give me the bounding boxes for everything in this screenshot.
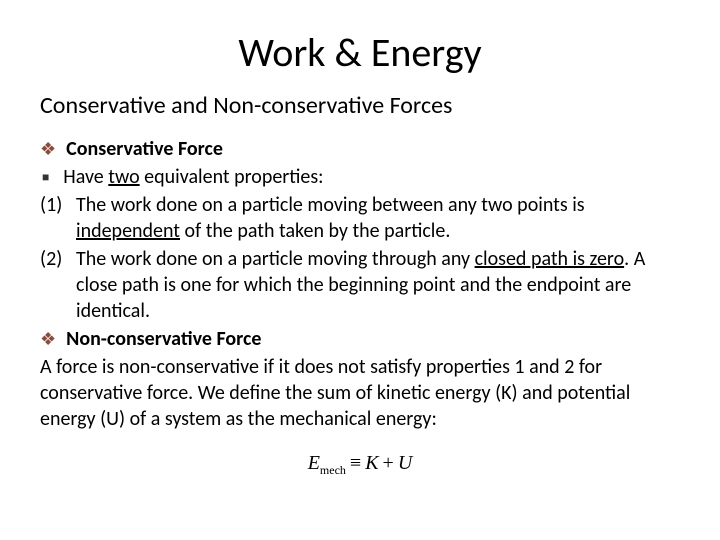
section1-heading-row: ❖ Conservative Force xyxy=(40,136,680,162)
section1-intro-row: ■ Have two equivalent properties: xyxy=(40,164,680,190)
section1-item1-underline: independent xyxy=(76,219,180,243)
section1-intro-before: Have xyxy=(63,165,108,189)
equation-lhs: E xyxy=(308,452,320,474)
equation: Emech ≡K+U xyxy=(40,450,680,479)
square-bullet-icon: ■ xyxy=(42,171,49,187)
section1-heading: Conservative Force xyxy=(66,136,223,162)
content-region: ❖ Conservative Force ■ Have two equivale… xyxy=(40,136,680,479)
diamond-bullet-icon: ❖ xyxy=(40,328,56,351)
equation-equiv: ≡ xyxy=(350,452,361,474)
section1-item2-underline: closed path is zero xyxy=(475,247,625,271)
equation-sub: mech xyxy=(320,463,346,477)
section1-intro: Have two equivalent properties: xyxy=(63,164,323,190)
section1-intro-underline: two xyxy=(108,165,139,189)
slide-subtitle: Conservative and Non-conservative Forces xyxy=(40,91,680,120)
section2-para: A force is non-conservative if it does n… xyxy=(40,354,680,432)
equation-plus: + xyxy=(383,452,394,474)
section1-item2-text: The work done on a particle moving throu… xyxy=(76,246,680,324)
section1-item2-num: (2) xyxy=(40,246,76,272)
equation-u: U xyxy=(398,452,412,474)
section1-intro-after: equivalent properties: xyxy=(140,165,324,189)
section1-item2-before: The work done on a particle moving throu… xyxy=(76,247,475,271)
section1-item1-text: The work done on a particle moving betwe… xyxy=(76,192,680,244)
section2-heading: Non-conservative Force xyxy=(66,326,261,352)
section1-item1-before: The work done on a particle moving betwe… xyxy=(76,193,585,217)
diamond-bullet-icon: ❖ xyxy=(40,138,56,161)
section1-item1-after: of the path taken by the particle. xyxy=(180,219,450,243)
slide-title: Work & Energy xyxy=(40,28,680,77)
section2-heading-row: ❖ Non-conservative Force xyxy=(40,326,680,352)
section1-item1-num: (1) xyxy=(40,192,76,218)
equation-k: K xyxy=(365,452,378,474)
section1-item1-row: (1) The work done on a particle moving b… xyxy=(40,192,680,244)
section1-item2-row: (2) The work done on a particle moving t… xyxy=(40,246,680,324)
